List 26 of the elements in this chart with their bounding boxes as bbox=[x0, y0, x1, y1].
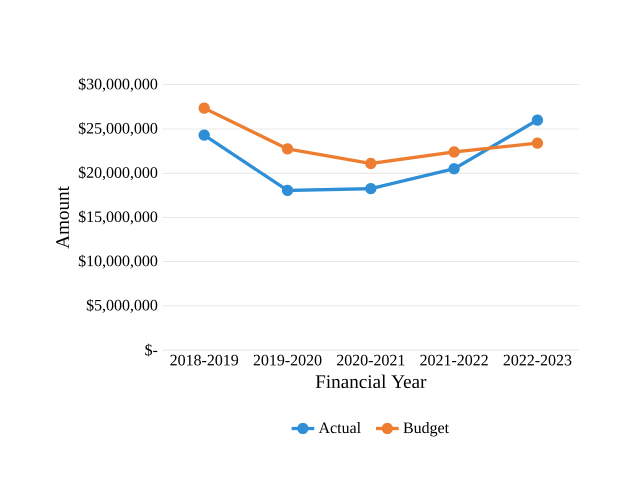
point bbox=[282, 143, 294, 154]
legend-label: Budget bbox=[403, 422, 449, 436]
y-axis-title: Amount bbox=[56, 186, 70, 249]
y-tick-label: $- bbox=[145, 344, 158, 356]
y-tick-label: $10,000,000 bbox=[78, 254, 158, 269]
y-tick-label: $5,000,000 bbox=[86, 298, 158, 313]
point bbox=[448, 146, 460, 158]
point bbox=[532, 114, 544, 126]
x-tick-label: 2019-2020 bbox=[254, 354, 322, 366]
x-tick-label: 2020-2021 bbox=[336, 354, 404, 366]
point bbox=[532, 137, 544, 149]
point bbox=[282, 184, 294, 196]
point bbox=[365, 182, 376, 194]
x-tick-label: 2022-2023 bbox=[504, 354, 572, 366]
legend-label: Actual bbox=[318, 422, 361, 434]
x-axis-title: Financial Year bbox=[316, 374, 426, 388]
point bbox=[198, 102, 210, 114]
x-tick-label: 2018-2019 bbox=[170, 354, 238, 366]
point bbox=[365, 158, 376, 170]
point bbox=[198, 129, 210, 141]
y-tick-label: $20,000,000 bbox=[78, 166, 158, 180]
point bbox=[448, 163, 460, 174]
y-tick-label: $25,000,000 bbox=[78, 122, 158, 136]
y-tick-label: $15,000,000 bbox=[78, 210, 158, 224]
y-tick-label: $30,000,000 bbox=[78, 78, 158, 92]
x-tick-label: 2021-2022 bbox=[420, 354, 488, 366]
